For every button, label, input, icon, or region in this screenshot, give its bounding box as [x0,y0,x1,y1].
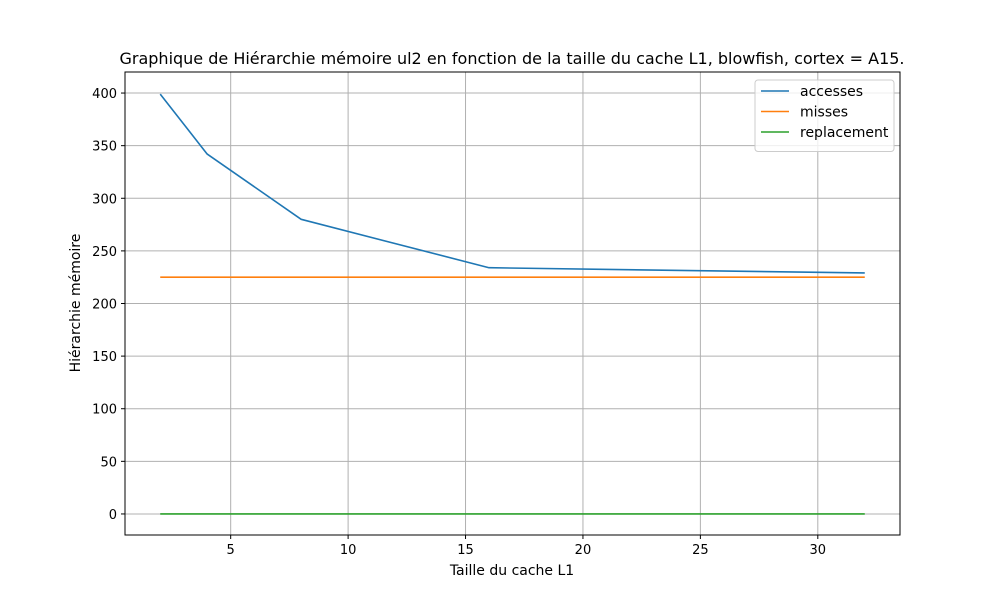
y-tick-label: 350 [92,140,117,155]
y-tick-label: 50 [100,455,117,470]
x-tick-label: 30 [810,543,827,558]
y-tick-label: 400 [92,87,117,102]
legend-label-accesses: accesses [800,84,863,100]
y-tick-label: 250 [92,245,117,260]
x-tick-label: 20 [575,543,592,558]
y-tick-label: 300 [92,192,117,207]
x-tick-label: 5 [227,543,235,558]
legend: accesses misses replacement [754,79,895,152]
legend-label-misses: misses [800,105,848,121]
y-axis-label: Hiérarchie mémoire [68,234,84,373]
x-tick-label: 25 [692,543,709,558]
y-tick-label: 0 [109,508,117,523]
legend-label-replacement: replacement [800,125,889,141]
x-axis-label: Taille du cache L1 [449,563,574,579]
series-lines [159,93,865,515]
legend-box [754,79,895,152]
grid-lines [125,72,900,535]
y-tick-label: 200 [92,298,117,313]
x-tick-label: 15 [457,543,474,558]
series-line-accesses [159,93,865,274]
x-tick-label: 10 [340,543,357,558]
chart-title: Graphique de Hiérarchie mémoire ul2 en f… [119,49,904,68]
y-tick-label: 150 [92,350,117,365]
y-tick-label: 100 [92,403,117,418]
